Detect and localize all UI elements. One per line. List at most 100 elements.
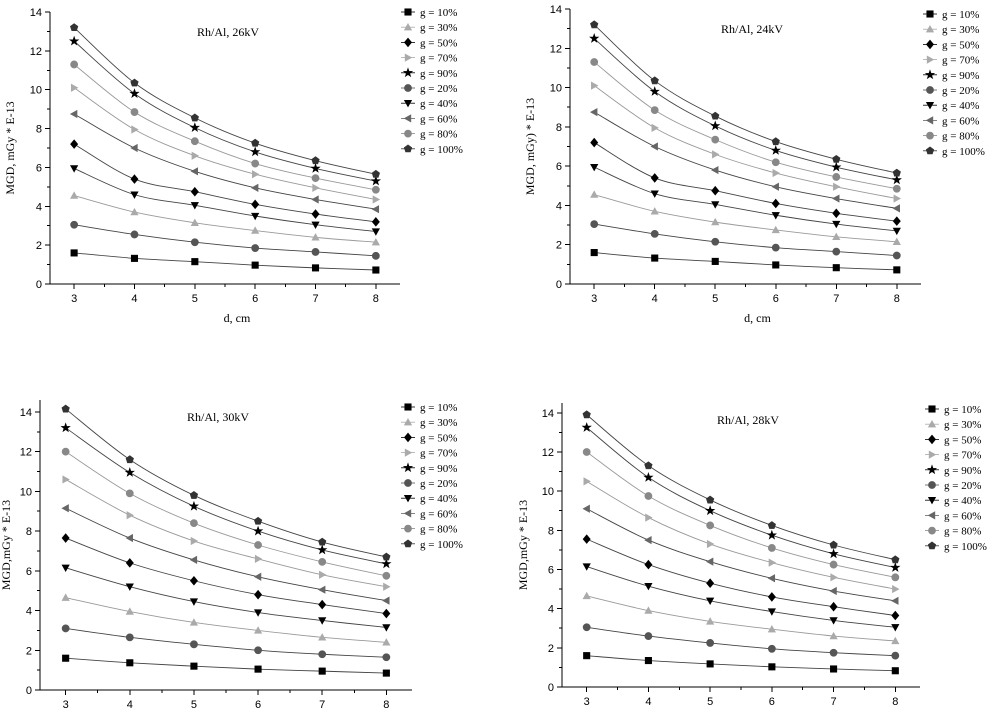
data-point-series-4 bbox=[251, 170, 260, 179]
y-tick-label: 10 bbox=[550, 83, 562, 95]
data-point-series-2 bbox=[832, 232, 841, 241]
data-point-series-9 bbox=[590, 58, 599, 66]
data-point-series-9 bbox=[61, 447, 70, 456]
data-point-series-2 bbox=[371, 238, 380, 246]
data-point-series-9 bbox=[892, 184, 901, 193]
data-point-series-8 bbox=[767, 574, 776, 583]
legend-label: g = 50% bbox=[944, 434, 981, 446]
y-tick-label: 14 bbox=[20, 407, 32, 419]
x-tick-label: 5 bbox=[707, 696, 713, 708]
series-line-5 bbox=[586, 427, 896, 568]
series-line-3 bbox=[586, 538, 896, 616]
data-point-series-10 bbox=[650, 76, 659, 85]
x-tick-label: 5 bbox=[712, 293, 718, 305]
legend-label: g = 40% bbox=[420, 98, 457, 110]
data-point-series-5 bbox=[710, 120, 721, 131]
data-point-series-3 bbox=[371, 217, 380, 227]
x-tick-label: 3 bbox=[63, 699, 69, 711]
data-point-series-7 bbox=[832, 220, 841, 229]
data-point-series-4 bbox=[62, 475, 70, 484]
data-point-series-8 bbox=[311, 195, 319, 204]
series-line-9 bbox=[593, 61, 897, 190]
x-tick-label: 3 bbox=[584, 696, 590, 708]
data-point-series-5 bbox=[643, 472, 654, 482]
y-axis-label: MGD,mGy * E-13 bbox=[0, 500, 13, 590]
y-axis-label: MGD,mGy * E-13 bbox=[516, 500, 530, 590]
data-point-series-8 bbox=[61, 504, 69, 513]
data-point-series-7 bbox=[829, 617, 838, 625]
data-point-series-9 bbox=[382, 571, 391, 580]
data-point-series-2 bbox=[711, 217, 720, 226]
data-point-series-6 bbox=[711, 237, 720, 246]
data-point-series-6 bbox=[832, 247, 841, 256]
data-point-series-9 bbox=[318, 557, 327, 566]
y-tick-label: 8 bbox=[548, 525, 554, 537]
data-point-series-8 bbox=[371, 205, 380, 214]
data-point-series-3 bbox=[582, 534, 591, 544]
data-point-series-6 bbox=[590, 220, 599, 228]
series-line-3 bbox=[73, 143, 376, 223]
data-point-series-10 bbox=[251, 138, 260, 147]
series-line-1 bbox=[586, 655, 896, 672]
data-point-series-4 bbox=[70, 83, 79, 92]
data-point-series-10 bbox=[311, 156, 320, 165]
series-line-6 bbox=[586, 626, 896, 657]
data-point-series-8 bbox=[771, 182, 779, 191]
y-tick-label: 0 bbox=[548, 682, 554, 694]
legend-label: g = 80% bbox=[420, 129, 457, 141]
data-point-series-7 bbox=[70, 165, 79, 173]
data-point-series-10 bbox=[371, 169, 380, 178]
legend-label: g = 20% bbox=[420, 478, 457, 490]
data-point-series-7 bbox=[706, 597, 715, 606]
data-point-series-1 bbox=[126, 659, 134, 667]
series-line-6 bbox=[74, 224, 376, 257]
data-point-series-10 bbox=[189, 491, 199, 499]
legend-label: g = 80% bbox=[944, 526, 981, 538]
data-point-series-10 bbox=[892, 168, 901, 177]
data-point-series-5 bbox=[310, 162, 321, 173]
legend-marker bbox=[924, 69, 936, 80]
series-line-2 bbox=[594, 194, 897, 243]
data-point-series-4 bbox=[191, 151, 200, 160]
data-point-series-7 bbox=[125, 583, 134, 591]
legend-label: g = 50% bbox=[420, 432, 457, 444]
data-point-series-6 bbox=[125, 633, 134, 642]
data-point-series-7 bbox=[251, 212, 260, 221]
data-point-series-2 bbox=[189, 618, 199, 626]
y-tick-label: 4 bbox=[26, 606, 32, 618]
data-point-series-3 bbox=[382, 608, 391, 619]
y-tick-label: 6 bbox=[556, 161, 562, 173]
data-point-series-10 bbox=[644, 461, 653, 470]
data-point-series-2 bbox=[125, 607, 134, 615]
y-tick-label: 10 bbox=[542, 486, 554, 498]
data-point-series-5 bbox=[317, 544, 328, 555]
x-tick-label: 6 bbox=[252, 293, 258, 305]
data-point-series-1 bbox=[191, 258, 199, 266]
data-point-series-10 bbox=[61, 404, 70, 413]
y-tick-label: 4 bbox=[36, 201, 42, 213]
y-tick-label: 6 bbox=[548, 564, 554, 576]
legend-label: g = 90% bbox=[420, 463, 457, 475]
data-point-series-6 bbox=[190, 238, 199, 247]
data-point-series-10 bbox=[832, 154, 841, 163]
series-line-2 bbox=[586, 595, 896, 642]
data-point-series-7 bbox=[382, 624, 391, 632]
data-point-series-5 bbox=[68, 35, 80, 46]
data-point-series-3 bbox=[61, 533, 70, 543]
data-point-series-4 bbox=[591, 81, 599, 90]
data-point-series-1 bbox=[62, 654, 70, 662]
legend-label: g = 60% bbox=[942, 115, 979, 127]
data-point-series-4 bbox=[712, 150, 720, 159]
data-point-series-8 bbox=[711, 165, 719, 175]
data-point-series-8 bbox=[317, 585, 326, 594]
data-point-series-6 bbox=[382, 653, 391, 662]
data-point-series-5 bbox=[704, 505, 716, 516]
legend-label: g = 30% bbox=[420, 417, 457, 429]
data-point-series-9 bbox=[190, 519, 198, 528]
data-point-series-4 bbox=[768, 558, 777, 567]
legend-label: g = 70% bbox=[420, 448, 457, 460]
data-point-series-1 bbox=[590, 249, 598, 257]
data-point-series-5 bbox=[370, 175, 382, 186]
data-point-series-1 bbox=[311, 264, 320, 272]
